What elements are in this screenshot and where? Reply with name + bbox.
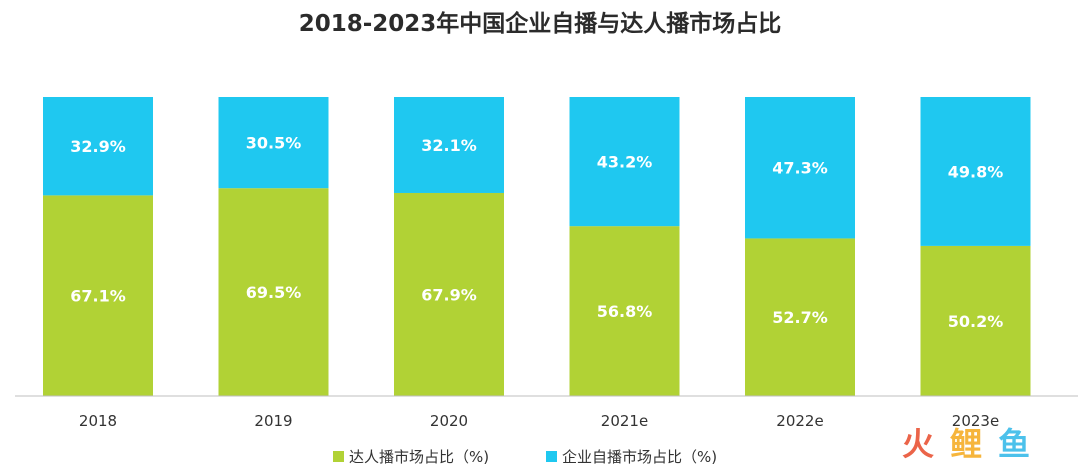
legend-label-influencer: 达人播市场占比（%) bbox=[349, 448, 489, 466]
data-label: 47.3% bbox=[772, 159, 828, 178]
legend-label-enterprise: 企业自播市场占比（%) bbox=[562, 448, 717, 466]
data-label: 32.9% bbox=[70, 137, 126, 156]
bars-group: 67.1% 32.9% 69.5% 30.5% 67.9% 32.1% 56.8% 43.2%… bbox=[43, 97, 1031, 396]
data-label: 30.5% bbox=[246, 134, 302, 153]
legend-swatch-influencer bbox=[333, 451, 344, 462]
chart-title: 2018-2023年中国企业自播与达人播市场占比 bbox=[299, 10, 782, 37]
bar-segment-enterprise-2018 bbox=[43, 97, 153, 196]
x-tick-label: 2023e bbox=[952, 412, 999, 430]
bar-segment-influencer-2021e bbox=[569, 226, 680, 396]
data-label: 49.8% bbox=[948, 162, 1004, 181]
bar-segment-enterprise-2022e bbox=[745, 97, 855, 239]
svg-text:火: 火 bbox=[902, 425, 934, 463]
x-tick-label: 2020 bbox=[430, 412, 468, 430]
data-label: 50.2% bbox=[948, 312, 1004, 331]
data-label: 43.2% bbox=[597, 153, 653, 172]
bar-segment-influencer-2019 bbox=[218, 188, 329, 396]
watermark-logo: 火 鲤 鱼 bbox=[902, 425, 1030, 463]
data-label: 32.1% bbox=[421, 136, 477, 155]
data-label: 67.1% bbox=[70, 287, 126, 306]
bar-segment-enterprise-2021e bbox=[569, 97, 680, 227]
bar-segment-enterprise-2020 bbox=[394, 97, 504, 193]
bar-segment-enterprise-2019 bbox=[218, 97, 329, 189]
x-axis-ticks: 2018 2019 2020 2021e 2022e 2023e bbox=[79, 412, 999, 430]
legend: 达人播市场占比（%) 企业自播市场占比（%) bbox=[333, 448, 717, 466]
bar-segment-influencer-2020 bbox=[394, 192, 504, 396]
legend-swatch-enterprise bbox=[546, 451, 557, 462]
x-tick-label: 2022e bbox=[776, 412, 823, 430]
data-label: 69.5% bbox=[246, 283, 302, 302]
x-tick-label: 2018 bbox=[79, 412, 117, 430]
data-label: 52.7% bbox=[772, 308, 828, 327]
data-label: 56.8% bbox=[597, 302, 653, 321]
bar-segment-influencer-2022e bbox=[745, 238, 855, 396]
data-label: 67.9% bbox=[421, 285, 477, 304]
bar-segment-influencer-2018 bbox=[43, 195, 153, 396]
bar-segment-enterprise-2023e bbox=[920, 97, 1031, 246]
x-tick-label: 2019 bbox=[254, 412, 292, 430]
svg-text:鱼: 鱼 bbox=[998, 425, 1030, 463]
svg-text:鲤: 鲤 bbox=[950, 425, 982, 463]
x-tick-label: 2021e bbox=[601, 412, 648, 430]
bar-segment-influencer-2023e bbox=[920, 245, 1031, 396]
